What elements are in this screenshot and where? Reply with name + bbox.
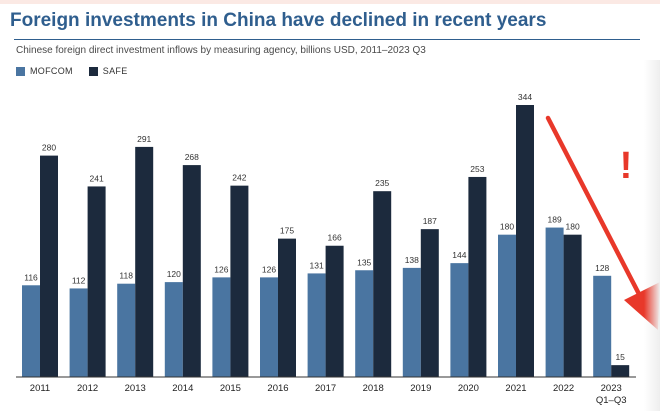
x-tick-2014: 2014 [172,383,193,394]
x-tick-2012: 2012 [77,383,98,394]
data-label-safe-2013: 291 [137,134,151,144]
data-label-safe-2014: 268 [185,152,199,162]
data-label-safe-2018: 235 [375,178,389,188]
bar-mofcom-2017 [307,273,326,377]
x-tick-2021: 2021 [505,383,526,394]
x-tick-2022: 2022 [553,383,574,394]
title-rule [14,39,640,40]
data-label-mofcom-2019: 138 [405,255,419,265]
chart-subtitle: Chinese foreign direct investment inflow… [16,45,426,56]
bar-mofcom-2012 [69,288,88,377]
data-label-mofcom-2012: 112 [72,275,86,285]
data-label-safe-2012: 241 [90,173,104,183]
bar-safe-2023 [611,365,630,377]
data-label-safe-2020: 253 [470,164,484,174]
bar-safe-2020 [468,176,487,377]
data-label-safe-2017: 166 [328,233,342,243]
data-label-safe-2011: 280 [42,143,56,153]
bar-safe-2015 [230,185,249,377]
data-label-mofcom-2015: 126 [214,264,228,274]
x-tick-2011: 2011 [30,383,50,394]
legend-label-mofcom: MOFCOM [30,66,73,76]
data-label-safe-2015: 242 [232,173,246,183]
bar-safe-2011 [40,155,58,377]
chart-title: Foreign investments in China have declin… [10,10,547,31]
legend-item-mofcom: MOFCOM [16,66,73,76]
data-label-mofcom-2013: 118 [119,271,133,281]
x-tick-2020: 2020 [458,383,479,394]
bar-mofcom-2020 [450,263,469,377]
right-edge-shadow [644,60,660,411]
data-label-mofcom-2021: 180 [500,222,514,232]
bar-safe-2014 [182,165,201,377]
data-label-mofcom-2014: 120 [167,269,181,279]
bar-mofcom-2019 [402,267,421,377]
data-label-mofcom-2016: 126 [262,264,276,274]
bar-safe-2022 [563,234,582,377]
data-label-safe-2016: 175 [280,226,294,236]
legend-swatch-safe [88,66,98,76]
chart-legend: MOFCOM SAFE [16,66,144,76]
x-tick-sub-2023: Q1–Q3 [596,395,627,406]
bar-mofcom-2014 [164,282,183,377]
x-tick-2013: 2013 [125,383,146,394]
bar-mofcom-2023 [593,275,612,377]
bar-safe-2017 [325,245,344,377]
data-label-mofcom-2017: 131 [310,260,324,270]
data-label-mofcom-2020: 144 [452,250,466,260]
bar-mofcom-2013 [117,283,136,377]
bar-safe-2018 [373,191,392,377]
bar-safe-2016 [278,238,296,377]
bar-mofcom-2022 [545,227,564,377]
bar-safe-2012 [87,186,106,377]
bar-mofcom-2011 [22,285,40,377]
x-tick-2016: 2016 [267,383,288,394]
data-label-mofcom-2023: 128 [595,263,609,273]
bar-safe-2019 [420,229,439,377]
decline-arrow-shaft [545,115,643,299]
x-tick-2015: 2015 [220,383,241,394]
bar-mofcom-2018 [355,270,374,377]
x-tick-2023: 2023 [601,383,622,394]
data-label-safe-2023: 15 [615,352,625,362]
top-accent-strip [0,0,660,4]
bar-safe-2013 [135,146,154,377]
x-axis-ticks: 2011 2012 2013 2014 2015 2016 2017 2018 2019 2020… [30,383,627,406]
legend-swatch-mofcom [16,66,25,76]
x-tick-2017: 2017 [315,383,336,394]
data-label-mofcom-2018: 135 [357,257,371,267]
legend-item-safe: SAFE [88,66,128,76]
data-label-safe-2019: 187 [423,216,437,226]
x-tick-2018: 2018 [363,383,384,394]
bar-group: 116 280 112 241 118 291 120 268 126 242 126 175 131 1… [22,92,630,377]
bar-mofcom-2021 [498,234,516,377]
bar-mofcom-2015 [212,277,231,377]
data-label-safe-2021: 344 [518,92,532,102]
legend-label-safe: SAFE [102,66,128,76]
bar-safe-2021 [516,105,534,377]
data-label-mofcom-2011: 116 [24,272,38,282]
data-label-mofcom-2022: 189 [548,215,562,225]
exclamation-mark: ! [620,145,633,187]
data-label-safe-2022: 180 [566,222,580,232]
bar-mofcom-2016 [260,277,278,377]
x-tick-2019: 2019 [410,383,431,394]
